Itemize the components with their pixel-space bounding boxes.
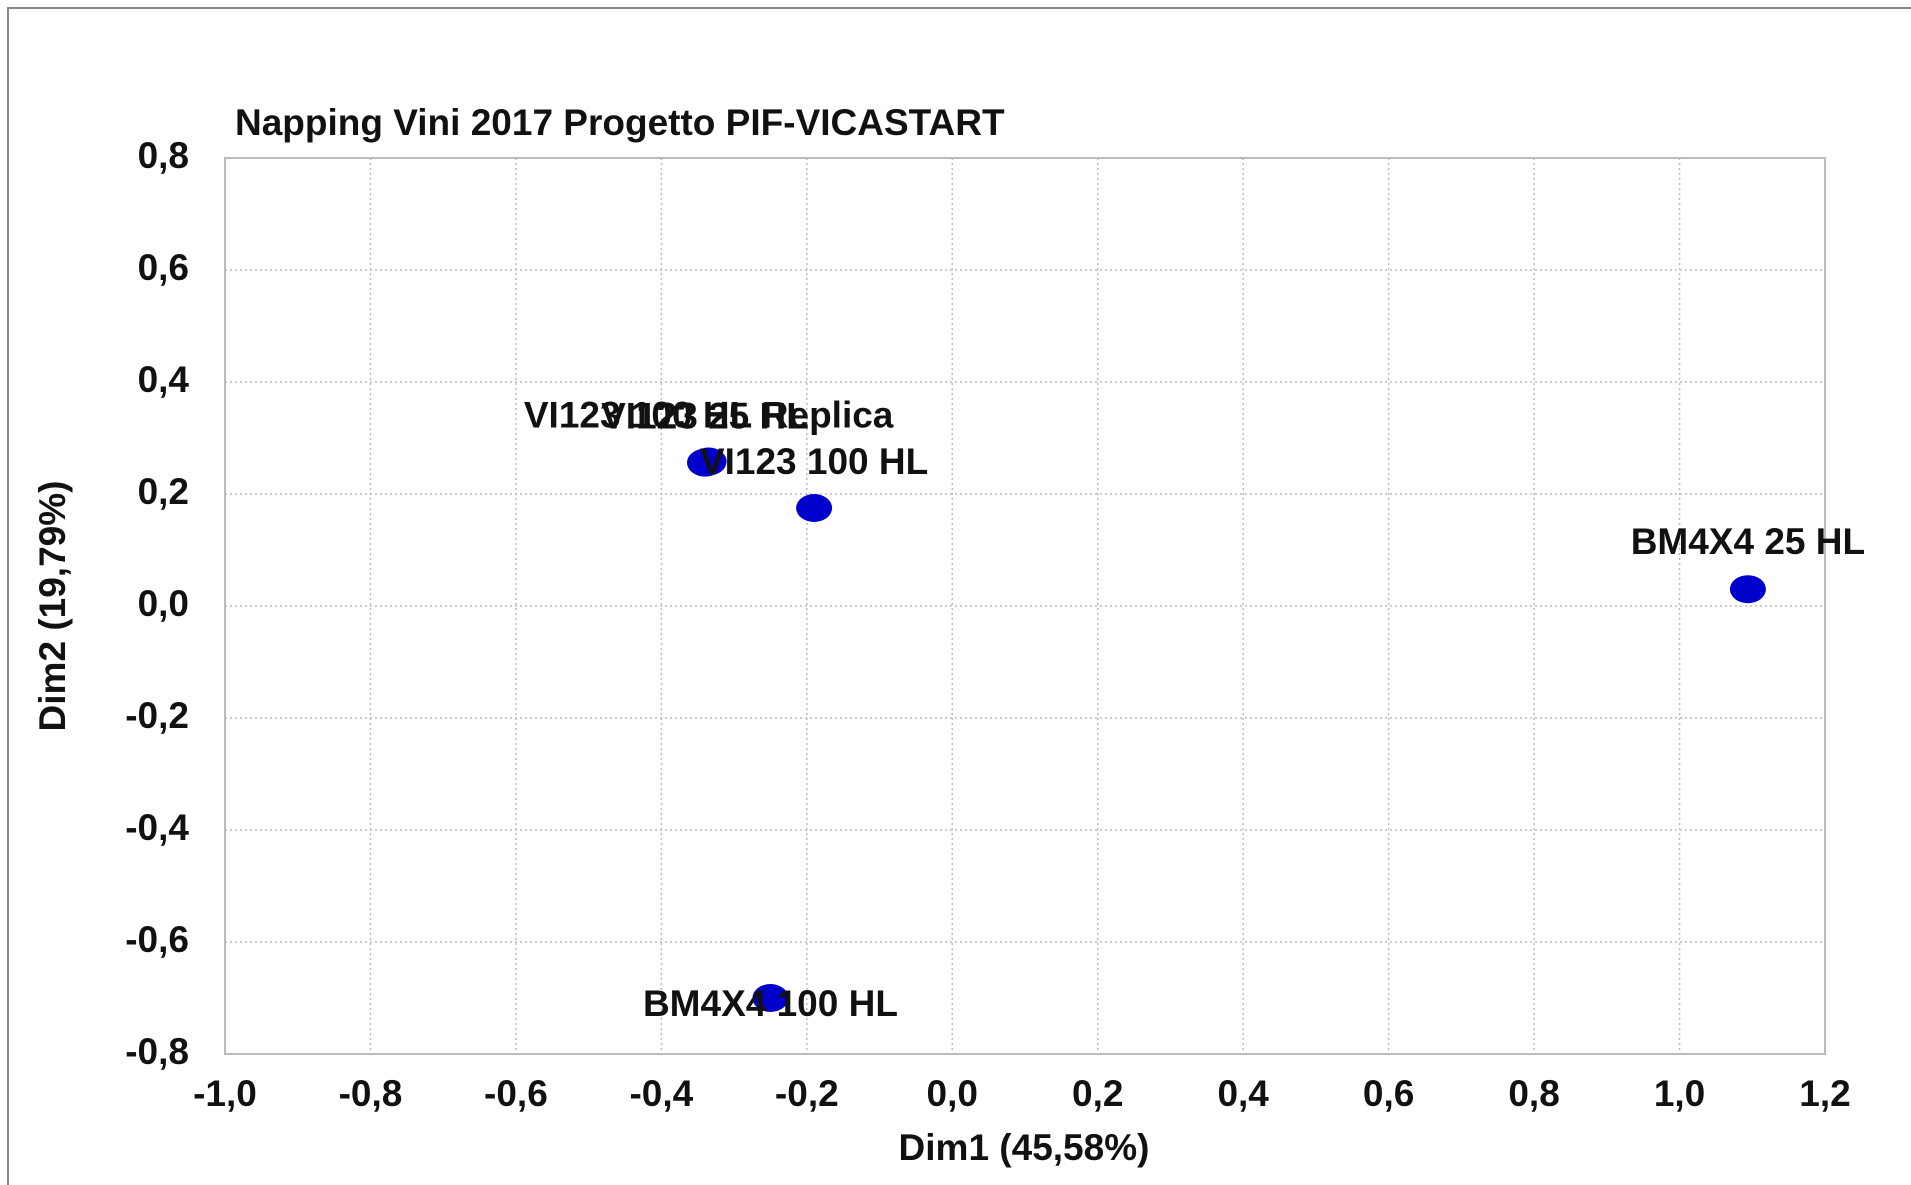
y-tick-label: 0,2 bbox=[138, 471, 189, 512]
frame bbox=[7, 7, 1911, 1185]
x-tick-label: -0,4 bbox=[629, 1073, 693, 1114]
y-tick-label: -0,2 bbox=[125, 695, 189, 736]
y-tick-label: 0,0 bbox=[138, 583, 189, 624]
y-tick-label: -0,6 bbox=[125, 919, 189, 960]
point-label: VI123 100 HL bbox=[700, 441, 928, 482]
y-tick-label: -0,4 bbox=[125, 807, 189, 848]
x-tick-label: -1,0 bbox=[193, 1073, 257, 1114]
chart-title: Napping Vini 2017 Progetto PIF-VICASTART bbox=[235, 102, 1005, 143]
x-tick-label: 1,2 bbox=[1799, 1073, 1850, 1114]
x-tick-label: 0,4 bbox=[1217, 1073, 1269, 1114]
plot-area bbox=[224, 157, 1826, 1055]
x-tick-label: 1,0 bbox=[1654, 1073, 1705, 1114]
point-label: VI123 25 HL bbox=[601, 395, 809, 436]
x-axis-label: Dim1 (45,58%) bbox=[899, 1127, 1150, 1168]
point bbox=[796, 494, 833, 522]
point-label: BM4X4 100 HL bbox=[643, 983, 898, 1024]
y-tick-label: 0,4 bbox=[138, 359, 190, 400]
x-tick-label: 0,8 bbox=[1508, 1073, 1559, 1114]
x-tick-label: -0,6 bbox=[484, 1073, 548, 1114]
point bbox=[752, 984, 789, 1012]
point-label: BM4X4 25 HL bbox=[1631, 521, 1865, 562]
x-tick-label: 0,0 bbox=[927, 1073, 978, 1114]
x-tick-label: -0,8 bbox=[339, 1073, 403, 1114]
x-tick-label: -0,2 bbox=[775, 1073, 839, 1114]
point bbox=[1729, 575, 1766, 604]
y-tick-label: 0,6 bbox=[138, 247, 189, 288]
y-tick-label: -0,8 bbox=[125, 1031, 189, 1072]
point-label: VI123 100 HL Replica bbox=[524, 394, 894, 435]
x-tick-label: 0,2 bbox=[1072, 1073, 1123, 1114]
x-tick-label: 0,6 bbox=[1363, 1073, 1414, 1114]
y-axis-label: Dim2 (19,79%) bbox=[32, 481, 73, 732]
point bbox=[690, 447, 727, 476]
y-tick-label: 0,8 bbox=[138, 135, 189, 176]
